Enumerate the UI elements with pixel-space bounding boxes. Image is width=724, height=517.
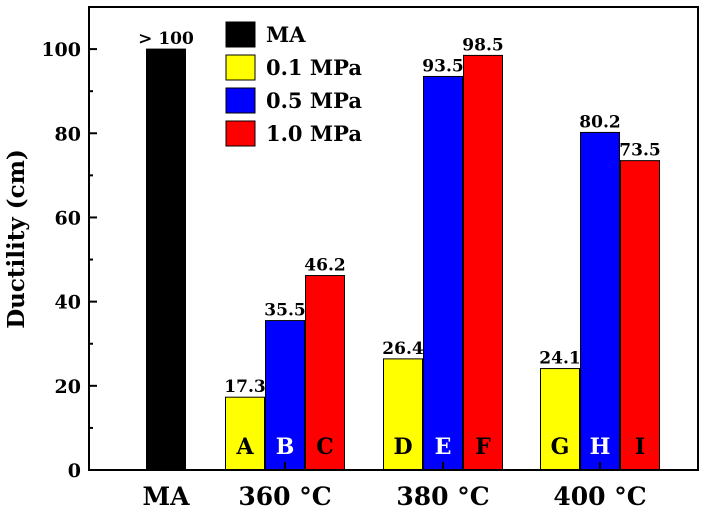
bar-a	[225, 396, 265, 471]
legend-swatch	[225, 54, 256, 81]
bar-letter: G	[551, 434, 570, 460]
bar-e	[423, 75, 463, 471]
x-tick-label: 380 °C	[396, 482, 489, 511]
data-label: > 100	[138, 29, 194, 49]
legend-label: 1.0 MPa	[266, 121, 362, 146]
legend-label: 0.1 MPa	[266, 55, 362, 80]
bar-letter: E	[435, 434, 452, 460]
y-tick-label: 80	[55, 123, 81, 145]
labels-layer: > 100 17.3 A 35.5 B 46.2 C 26.4 D 93.5 E 98.5 F 24.1 G…	[138, 29, 661, 460]
bar-b	[265, 320, 305, 471]
bar-f	[463, 54, 503, 471]
bar-letter: A	[235, 434, 254, 460]
axes: 0 20 40 60 80 100 MA 360 °C 380 °C 400 °C	[41, 6, 699, 511]
bar-ma	[146, 48, 186, 471]
data-label: 46.2	[304, 256, 345, 276]
data-label: 17.3	[224, 377, 265, 397]
data-label: 24.1	[539, 349, 580, 369]
data-label: 26.4	[382, 339, 424, 359]
bar-g	[540, 368, 580, 471]
y-tick-label: 60	[55, 207, 81, 229]
legend-swatch	[225, 21, 256, 48]
legend: MA 0.1 MPa 0.5 MPa 1.0 MPa	[225, 21, 362, 147]
bar-h	[580, 131, 620, 471]
x-tick-label: 360 °C	[238, 482, 331, 511]
x-tick-label: 400 °C	[553, 482, 646, 511]
y-tick-label: 20	[55, 376, 81, 398]
x-tick-label: MA	[142, 482, 190, 511]
bar-letter: B	[276, 434, 295, 460]
y-axis-label: Ductility (cm)	[3, 149, 30, 329]
legend-swatch	[225, 120, 256, 147]
data-label: 93.5	[422, 56, 463, 76]
bar-c	[305, 275, 345, 471]
data-label: 73.5	[619, 141, 660, 161]
plot-frame	[88, 6, 699, 471]
y-tick-label: 40	[55, 292, 81, 314]
data-label: 98.5	[462, 35, 503, 55]
bars-layer	[146, 48, 660, 471]
bar-letter: I	[635, 434, 645, 460]
bar-letter: D	[393, 434, 412, 460]
y-tick-label: 0	[68, 460, 81, 482]
data-label: 80.2	[579, 112, 620, 132]
y-tick-label: 100	[41, 39, 81, 61]
legend-label: 0.5 MPa	[266, 88, 362, 113]
bar-letter: C	[316, 434, 334, 460]
legend-label: MA	[266, 22, 306, 47]
bar-letter: F	[475, 434, 491, 460]
bar-letter: H	[590, 434, 611, 460]
bar-i	[620, 160, 660, 471]
legend-swatch	[225, 87, 256, 114]
data-label: 35.5	[264, 301, 305, 321]
